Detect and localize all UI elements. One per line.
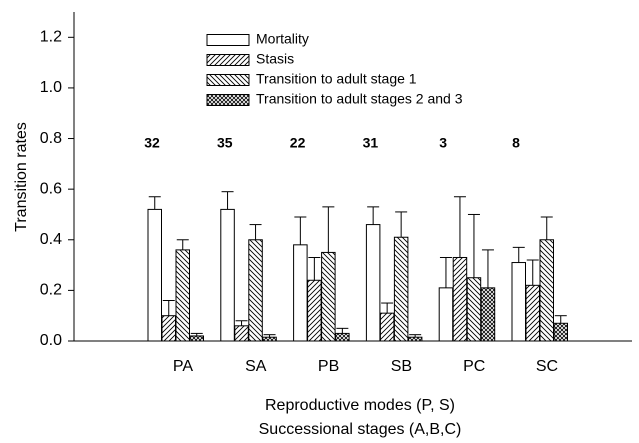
n-label: 3 <box>439 134 447 150</box>
bar <box>262 336 277 342</box>
x-tick-label: SA <box>245 358 267 375</box>
legend-swatch <box>206 54 250 66</box>
legend-swatch <box>206 74 250 86</box>
y-tick-label: 0.2 <box>40 282 62 299</box>
legend-label: Stasis <box>256 51 294 67</box>
bar <box>539 239 554 342</box>
bar <box>248 239 263 342</box>
legend-label: Transition to adult stages 2 and 3 <box>256 91 463 107</box>
bar <box>335 332 350 342</box>
x-tick-label: PA <box>173 358 193 375</box>
n-label: 31 <box>363 134 379 150</box>
y-tick-label: 0.4 <box>40 231 62 248</box>
x-tick-label: SB <box>391 358 412 375</box>
bar <box>480 287 496 342</box>
y-tick-label: 0.8 <box>40 130 62 147</box>
bar <box>175 249 190 342</box>
y-axis-title: Transition rates <box>13 122 30 232</box>
bar <box>466 277 482 342</box>
bar <box>407 336 423 342</box>
x-axis-title: Reproductive modes (P, S) <box>265 397 455 414</box>
bar <box>293 244 308 342</box>
x-tick-label: PB <box>318 358 339 375</box>
bar <box>553 322 568 342</box>
bar <box>321 251 336 342</box>
legend-swatch <box>206 34 250 46</box>
y-tick-label: 1.2 <box>40 29 62 46</box>
legend-swatch <box>206 94 250 106</box>
bar <box>189 335 204 342</box>
n-label: 8 <box>512 134 520 150</box>
bar <box>393 236 409 342</box>
y-tick-label: 0.6 <box>40 180 62 197</box>
legend-label: Transition to adult stage 1 <box>256 71 417 87</box>
bar <box>438 287 454 342</box>
bar <box>307 279 322 342</box>
y-tick-label: 1.0 <box>40 79 62 96</box>
bar <box>511 262 526 342</box>
x-axis-title: Successional stages (A,B,C) <box>259 421 462 438</box>
bar <box>234 325 249 342</box>
n-label: 22 <box>290 134 306 150</box>
n-label: 35 <box>217 134 233 150</box>
bar <box>452 256 468 342</box>
x-tick-label: PC <box>463 358 485 375</box>
n-label: 32 <box>144 134 160 150</box>
bar <box>525 284 540 342</box>
bar <box>220 208 235 342</box>
x-tick-label: SC <box>536 358 558 375</box>
bar <box>379 312 395 342</box>
legend-label: Mortality <box>256 31 309 47</box>
bar <box>147 208 162 342</box>
bar <box>161 315 176 342</box>
y-tick-label: 0.0 <box>40 332 62 349</box>
bar <box>365 224 381 342</box>
